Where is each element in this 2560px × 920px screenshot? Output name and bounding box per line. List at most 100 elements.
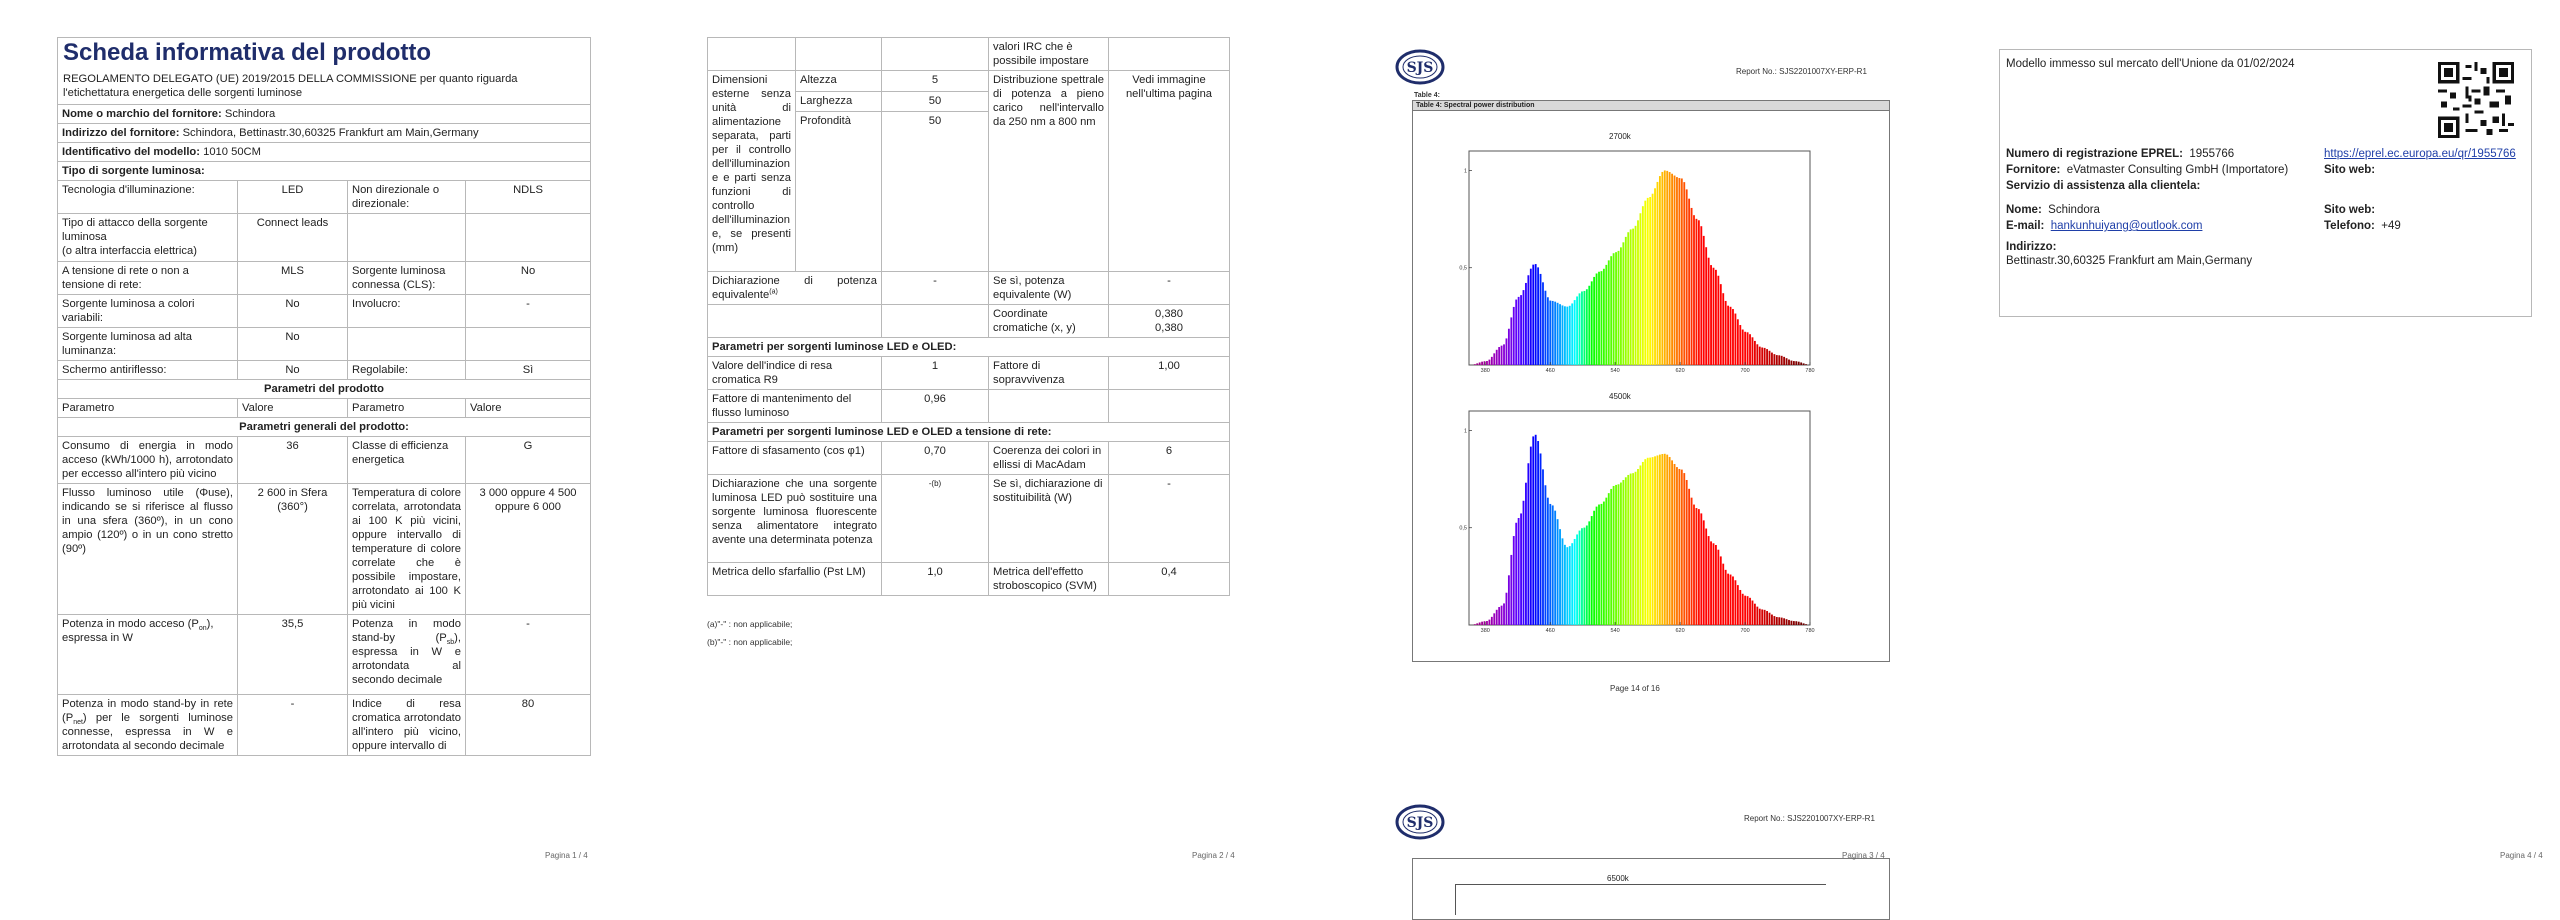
spectrum-chart-4500k: 380 460 540 620 700 780 0,5 1 (1459, 410, 1815, 634)
table-label: Table 4: (1414, 92, 1440, 99)
spectrum-bar (1732, 576, 1734, 625)
spectrum-bar (1551, 505, 1554, 625)
x-tick-label: 460 (1546, 368, 1555, 374)
spectrum-bar (1651, 457, 1654, 625)
mains-params-title: Parametri per sorgenti luminose LED e OL… (707, 422, 1230, 442)
spectrum-bar (1493, 613, 1496, 625)
spectrum-bar (1600, 271, 1603, 365)
spectrum-bar (1722, 563, 1725, 625)
eprel-link[interactable]: https://eprel.ec.europa.eu/qr/1955766 (2324, 148, 2516, 160)
height-label: Altezza (795, 70, 882, 92)
x-tick-label: 700 (1740, 368, 1749, 374)
email-link[interactable]: hankunhuiyang@outlook.com (2050, 220, 2203, 232)
spectrum-bar (1573, 300, 1576, 365)
directional-label: Non direzionale o direzionale: (347, 180, 466, 214)
dimmable-label: Regolabile: (347, 360, 466, 380)
spectrum-bar (1632, 473, 1635, 625)
x-tick-label: 380 (1481, 368, 1490, 374)
y-tick-label: 1 (1464, 168, 1467, 174)
spectrum-bar (1495, 609, 1498, 625)
spectrum-bar (1612, 485, 1615, 625)
spectrum-bar (1661, 454, 1664, 625)
mains-label: A tensione di rete o non a tensione di r… (57, 261, 238, 295)
spectrum-bar (1605, 264, 1608, 365)
params-title: Parametri del prodotto (56, 379, 592, 399)
header-param-2: Parametro (347, 398, 466, 418)
spectrum-bar (1500, 345, 1503, 365)
spectrum-bar (1515, 299, 1518, 365)
depth-label: Profondità (795, 111, 882, 272)
cls-label: Sorgente luminosa connessa (CLS): (347, 261, 466, 295)
spectrum-bar (1700, 513, 1703, 625)
spectrum-bar (1712, 543, 1715, 625)
spectrum-bar (1493, 353, 1496, 365)
spectrum-bar (1476, 623, 1479, 625)
on-mode-power-label: Potenza in modo acceso (Pon), espressa i… (57, 614, 238, 695)
spectrum-bar (1734, 580, 1737, 625)
spectrum-bar (1773, 354, 1776, 365)
page-2: valori IRC che è possibile impostare Dim… (640, 0, 1260, 905)
eprel-label: Numero di registrazione EPREL: (2006, 148, 2184, 160)
spectrum-bar (1637, 220, 1639, 365)
spectrum-bar (1746, 596, 1749, 625)
spectrum-bar (1734, 313, 1737, 365)
spectrum-bar (1622, 242, 1625, 365)
model-value: 1010 50CM (203, 146, 261, 158)
spectrum-bar (1729, 306, 1732, 365)
spectrum-bar (1678, 178, 1681, 365)
spectrum-bar (1598, 504, 1600, 625)
spectrum-bar (1512, 536, 1515, 625)
spectrum-bar (1712, 267, 1715, 365)
spectrum-bar (1576, 534, 1579, 625)
spectrum-bar (1690, 207, 1693, 365)
eprel-info-box: Modello immesso sul mercato dell'Unione … (1999, 49, 2532, 317)
spectrum-bar (1646, 457, 1649, 625)
spectrum-bar (1476, 363, 1479, 365)
spectrum-bar (1478, 622, 1481, 625)
spectrum-bar (1520, 513, 1522, 625)
spectrum-bar (1724, 300, 1727, 365)
spectrum-bar (1732, 309, 1734, 365)
spectrum-bar (1488, 359, 1491, 365)
spectrum-bar (1641, 206, 1644, 365)
spectrum-bar (1663, 170, 1666, 365)
anti-glare-value: No (237, 360, 348, 380)
spectrum-bar (1771, 352, 1773, 365)
eprel-info-table: Numero di registrazione EPREL: 1955766 h… (2000, 146, 2530, 270)
header-value-2: Valore (464, 398, 592, 418)
spectrum-bar (1483, 621, 1486, 625)
name-label: Nome: (2006, 204, 2042, 216)
spectrum-bar (1549, 503, 1552, 625)
spectrum-bar (1671, 460, 1673, 625)
spectrum-bar (1717, 549, 1720, 625)
spectrum-bar (1520, 295, 1522, 365)
spectrum-bar (1578, 530, 1581, 625)
spectrum-bar (1590, 516, 1593, 625)
spectrum-bar (1656, 181, 1659, 365)
model-label: Identificativo del modello: (62, 146, 200, 158)
spectrum-bar (1685, 189, 1688, 365)
svg-text:SJS: SJS (1407, 60, 1434, 76)
spectrum-bar (1495, 349, 1498, 365)
cap-label: Tipo di attacco della sorgente luminosa(… (57, 213, 238, 262)
spectrum-bar (1685, 479, 1688, 625)
spectrum-bar (1756, 606, 1759, 625)
spectrum-bar (1595, 506, 1598, 625)
page-title: Scheda informativa del prodotto (63, 39, 432, 66)
spectrum-bar (1756, 344, 1759, 365)
spectrum-bar (1481, 621, 1484, 625)
spectrum-bar (1561, 305, 1564, 365)
qr-code-icon (2438, 62, 2514, 138)
website-label: Sito web: (2324, 164, 2376, 176)
address-value: Bettinastr.30,60325 Frankfurt am Main,Ge… (2006, 255, 2253, 267)
spectrum-bar (1788, 620, 1790, 625)
x-tick-label: 540 (1611, 368, 1620, 374)
spectrum-bar (1595, 273, 1598, 365)
equivalent-power-w-label: Se sì, potenza equivalente (W) (988, 271, 1109, 305)
chart-1-title: 2700k (1609, 132, 1631, 141)
flicker-value: 1,0 (881, 562, 989, 596)
product-params-table-cont: valori IRC che è possibile impostare Dim… (707, 37, 1230, 596)
market-date-text: Modello immesso sul mercato dell'Unione … (2006, 58, 2295, 70)
spectrum-bar (1503, 344, 1505, 365)
spectrum-bar (1517, 296, 1520, 365)
